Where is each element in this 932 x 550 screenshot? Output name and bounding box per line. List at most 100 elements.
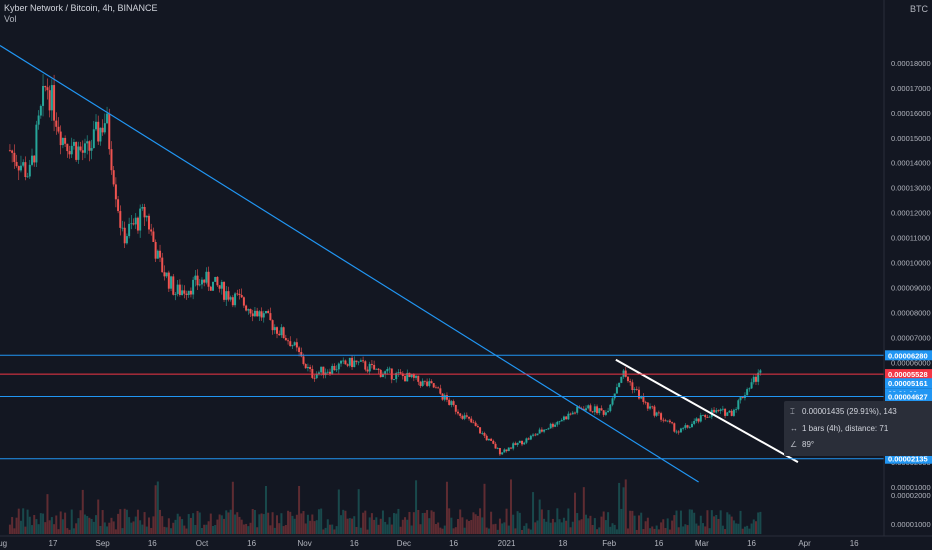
time-tick-label: 16 [148,539,157,548]
volume-bar [220,515,223,534]
volume-bar [315,520,318,534]
volume-bar [167,518,170,534]
candle-body [203,279,206,283]
volume-bar [176,513,179,534]
candle-body [200,279,203,285]
volume-bar [337,489,340,534]
volume-bar [611,523,614,534]
volume-bar [518,512,521,534]
volume-bar [53,524,56,534]
candle-body [322,366,325,376]
candle-body [375,368,378,370]
candle-body [313,377,316,379]
candle-body [523,442,526,445]
candle-body [461,415,464,419]
volume-bar [754,521,757,534]
volume-bar [540,509,543,534]
price-level-label: 0.00004627 [888,393,928,402]
candle-body [615,387,618,394]
volume-bar [377,524,380,534]
volume-bar [311,514,314,534]
volume-indicator-label[interactable]: Vol [4,14,17,24]
volume-bar [280,513,283,534]
candle-body [187,290,190,295]
volume-bar [159,509,162,534]
candle-body [320,366,323,373]
candle-body [156,250,159,259]
candle-body [373,364,376,370]
candle-body [686,425,689,428]
price-tick-label: 0.00014000 [891,159,931,168]
volume-bar [264,485,267,534]
candle-body [543,429,546,432]
price-tick-label: 0.00009000 [891,283,931,292]
candle-body [189,290,192,295]
candle-body [214,276,217,282]
candle-body [66,143,69,152]
trendline-white-wedge-line[interactable] [615,358,799,463]
candle-body [598,408,601,414]
volume-bar [117,513,120,534]
volume-bar [757,512,760,534]
candle-body [97,121,100,142]
price-level-badge [885,391,932,402]
price-level-badge [885,350,932,361]
volume-bar [419,524,422,534]
trendline-blue-downtrend[interactable] [0,44,699,483]
volume-bar [15,517,18,534]
candle-body [121,227,124,229]
volume-bar [340,515,343,534]
candle-body [554,424,557,427]
volume-bar [459,509,462,534]
candle-body [368,363,371,372]
candle-body [655,412,658,416]
candle-body [532,434,535,436]
volume-bar [251,509,254,534]
volume-bar [33,515,36,534]
volume-bar [147,517,150,534]
candle-body [490,438,493,441]
candle-body [509,447,512,449]
volume-bar [139,520,142,534]
volume-bar [346,518,349,534]
candle-body [560,420,563,422]
candle-body [549,423,552,429]
candle-body [163,272,166,277]
candle-body [410,374,413,378]
volume-bar [571,521,574,534]
volume-tick-label: 0.00002000 [891,491,931,500]
volume-bar [57,529,60,534]
symbol-title[interactable]: Kyber Network / Bitcoin, 4h, BINANCE [4,3,158,13]
candle-body [759,370,762,373]
volume-bar [615,529,618,534]
drawing-lines[interactable] [0,44,884,483]
volume-bar [496,529,499,534]
candle-body [61,137,64,146]
candle-body [170,276,173,289]
candle-body [430,381,433,384]
volume-bar [103,522,106,534]
volume-bar [39,513,42,534]
candle-body [291,345,294,347]
volume-bar [249,522,252,534]
candle-body [684,425,687,428]
candle-body [198,284,201,286]
candle-body [708,416,711,418]
candle-body [487,438,490,441]
volume-bar [715,514,718,534]
candle-body [445,395,448,400]
volume-bar [682,526,685,534]
candle-body [558,421,561,423]
volume-bar [730,516,733,534]
candle-body [540,429,543,432]
time-axis[interactable]: Aug 17 Sep 16 Oct 16 Nov 16 Dec 16 2021 18 Feb 16 Mar 1… [0,539,859,548]
candle-body [287,340,290,342]
candle-body [103,123,106,133]
volume-bar [110,517,113,534]
candle-body [651,406,654,408]
volume-bar [392,513,395,534]
candle-body [706,417,709,418]
volume-bar [231,481,234,534]
volume-bar [461,517,464,534]
